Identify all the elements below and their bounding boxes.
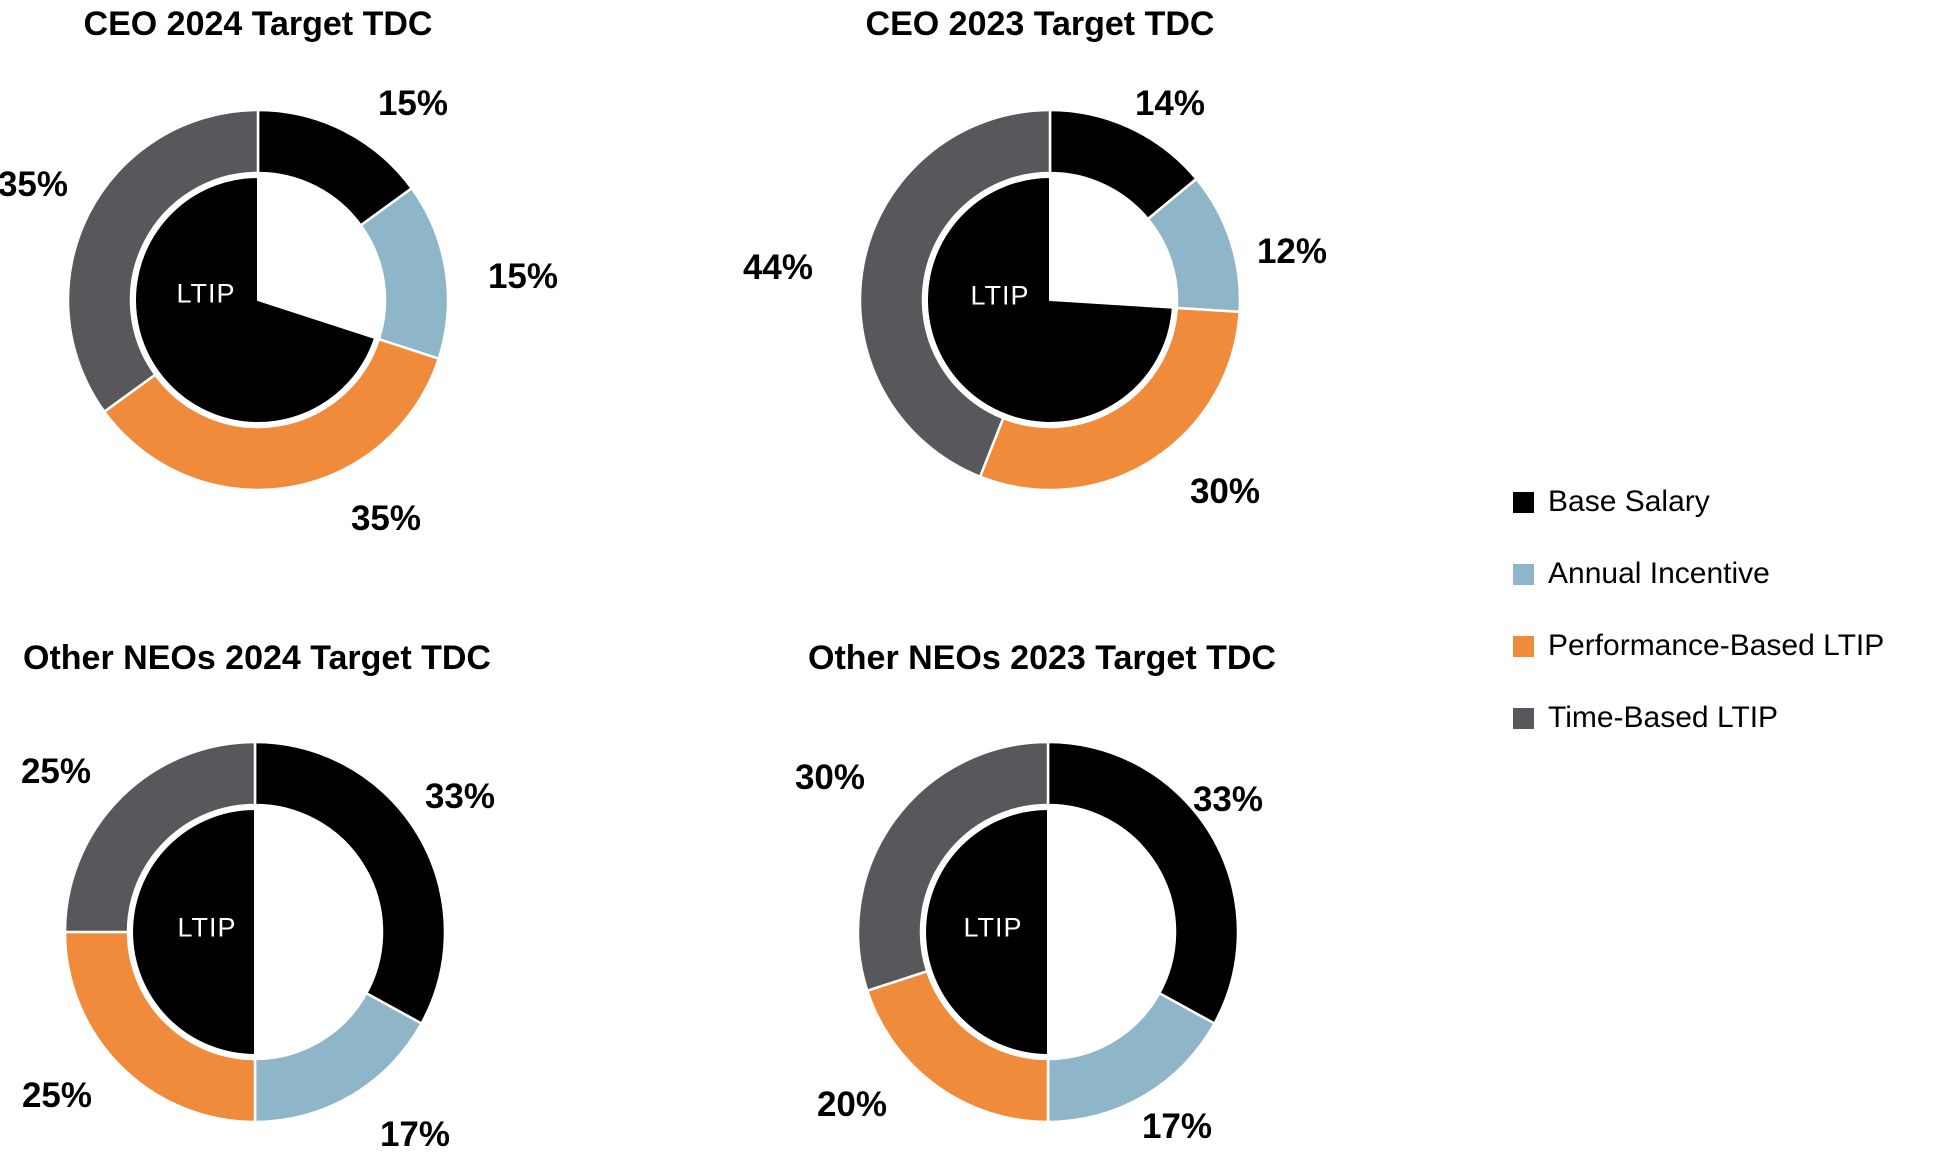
donut-chart-ceo-2024-target-tdc [66, 108, 450, 492]
time-based-ltip-swatch-icon [1513, 707, 1534, 729]
data-label-performance-based-ltip: 35% [350, 499, 422, 538]
donut-chart-other-neos-2024-target-tdc [63, 740, 447, 1124]
data-label-base-salary: 33% [1192, 780, 1264, 819]
data-label-annual-incentive: 17% [379, 1115, 451, 1154]
data-label-time-based-ltip: 25% [20, 752, 92, 791]
legend-label: Performance-Based LTIP [1548, 629, 1885, 662]
inner-ltip-pie [131, 808, 256, 1056]
donut-chart-ceo-2023-target-tdc [858, 108, 1242, 492]
legend-label: Annual Incentive [1548, 557, 1770, 590]
chart-title-other-neos-2024: Other NEOs 2024 Target TDC [23, 639, 491, 677]
data-label-time-based-ltip: 30% [794, 758, 866, 797]
slice-time-based-ltip [858, 108, 1052, 478]
donut-chart-other-neos-2023-target-tdc [856, 740, 1240, 1124]
data-label-base-salary: 14% [1134, 84, 1206, 123]
slice-time-based-ltip [856, 740, 1050, 992]
inner-ltip-pie [924, 808, 1049, 1056]
data-label-time-based-ltip: 35% [0, 165, 69, 204]
chart-title-ceo-2024: CEO 2024 Target TDC [83, 5, 433, 43]
legend-label: Time-Based LTIP [1548, 701, 1779, 734]
data-label-annual-incentive: 12% [1256, 232, 1328, 271]
inner-pie-label: LTIP [970, 280, 1030, 311]
performance-based-ltip-swatch-icon [1513, 635, 1534, 657]
legend-item-annual-incentive: Annual Incentive [1513, 559, 1884, 589]
legend: Base Salary Annual Incentive Performance… [1513, 487, 1884, 775]
chart-title-other-neos-2023: Other NEOs 2023 Target TDC [808, 639, 1276, 677]
chart-title-ceo-2023: CEO 2023 Target TDC [865, 5, 1215, 43]
inner-pie-label: LTIP [963, 912, 1023, 943]
inner-pie-label: LTIP [176, 278, 236, 309]
legend-item-base-salary: Base Salary [1513, 487, 1884, 517]
data-label-time-based-ltip: 44% [742, 248, 814, 287]
base-salary-swatch-icon [1513, 491, 1534, 513]
inner-pie-label: LTIP [177, 912, 237, 943]
legend-item-time-based-ltip: Time-Based LTIP [1513, 703, 1884, 733]
slice-time-based-ltip [63, 740, 257, 934]
data-label-base-salary: 33% [424, 777, 496, 816]
data-label-performance-based-ltip: 25% [21, 1076, 93, 1115]
data-label-performance-based-ltip: 30% [1189, 472, 1261, 511]
legend-label: Base Salary [1548, 485, 1710, 518]
data-label-performance-based-ltip: 20% [816, 1085, 888, 1124]
annual-incentive-swatch-icon [1513, 563, 1534, 585]
slice-performance-based-ltip [978, 306, 1241, 492]
inner-ltip-pie [926, 176, 1174, 424]
data-label-annual-incentive: 15% [487, 257, 559, 296]
legend-item-performance-based-ltip: Performance-Based LTIP [1513, 631, 1884, 661]
data-label-base-salary: 15% [377, 84, 449, 123]
inner-ltip-pie [134, 176, 376, 424]
slice-base-salary [253, 740, 447, 1025]
slice-time-based-ltip [66, 108, 260, 413]
data-label-annual-incentive: 17% [1141, 1107, 1213, 1146]
slice-performance-based-ltip [103, 337, 440, 492]
slice-base-salary [1046, 740, 1240, 1025]
